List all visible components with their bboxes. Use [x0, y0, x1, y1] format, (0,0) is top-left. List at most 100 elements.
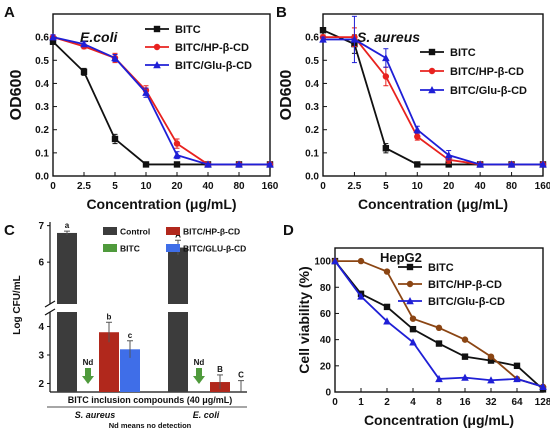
- legend-marker: [428, 67, 436, 75]
- y-axis-label: OD600: [8, 70, 25, 121]
- x-axis-label: Concentration (μg/mL): [364, 412, 514, 428]
- axis-break-mark: [44, 300, 56, 308]
- y-tick-label: 0.6: [35, 33, 49, 44]
- bar: [99, 332, 119, 392]
- data-point: [111, 53, 119, 62]
- nd-arrow: [82, 368, 94, 384]
- data-point: [445, 161, 452, 168]
- y-tick-label: 0.3: [35, 102, 49, 113]
- data-point: [357, 257, 365, 265]
- panel-title: S. aureus: [357, 29, 420, 45]
- data-point: [513, 374, 521, 383]
- legend-label: BITC: [175, 24, 201, 36]
- y-axis-label: OD600: [278, 70, 295, 121]
- data-point: [444, 151, 453, 159]
- data-point: [357, 292, 365, 300]
- bar: [57, 232, 77, 304]
- x-tick-label: 80: [506, 181, 518, 192]
- data-point: [383, 268, 391, 275]
- significance-letter: c: [128, 331, 133, 340]
- data-point: [331, 257, 339, 265]
- y-tick-label: 6: [38, 258, 44, 269]
- legend-label: BITC/GLU-β-CD: [183, 244, 246, 254]
- legend-swatch: [166, 244, 180, 252]
- group-label: S. aureus: [75, 410, 116, 420]
- data-point: [350, 35, 359, 43]
- plot-frame: [52, 13, 271, 177]
- legend-marker: [406, 297, 414, 305]
- significance-letter: b: [107, 312, 112, 321]
- data-point: [111, 135, 119, 143]
- x-tick-label: 16: [459, 397, 471, 408]
- bar: [57, 312, 77, 392]
- nd-label: Nd: [83, 358, 94, 367]
- legend-label: BITC/HP-β-CD: [175, 42, 249, 54]
- footnote: Nd means no detection: [109, 421, 192, 430]
- y-tick-label: 0.5: [35, 56, 49, 67]
- x-tick-label: 20: [171, 181, 183, 192]
- data-point: [235, 160, 243, 168]
- y-tick-label: 4: [38, 322, 44, 333]
- panel-label: D: [283, 222, 294, 239]
- x-axis-label: Concentration (μg/mL): [358, 196, 508, 212]
- legend-marker: [428, 86, 436, 94]
- data-point: [435, 374, 443, 383]
- data-point: [383, 317, 391, 325]
- data-point: [414, 133, 421, 140]
- x-tick-label: 40: [475, 181, 487, 192]
- panel-label: B: [276, 4, 287, 21]
- legend-label: BITC/HP-β-CD: [428, 279, 502, 291]
- data-point: [173, 151, 181, 159]
- legend-marker: [153, 43, 161, 51]
- data-point: [461, 353, 469, 360]
- data-point: [413, 125, 422, 133]
- bar: [168, 312, 188, 392]
- x-tick-label: 20: [443, 181, 455, 192]
- y-tick-label: 7: [38, 221, 44, 232]
- data-point: [319, 35, 327, 43]
- legend-label: BITC/Glu-β-CD: [175, 60, 252, 72]
- data-point: [173, 140, 181, 147]
- data-point: [507, 160, 516, 168]
- data-point: [409, 315, 417, 322]
- data-point: [204, 160, 212, 168]
- data-point: [142, 161, 150, 168]
- x-tick-label: 64: [511, 397, 523, 408]
- x-tick-label: 128: [535, 397, 550, 408]
- panel-title: HepG2: [380, 250, 422, 265]
- data-point: [383, 303, 391, 311]
- data-point: [382, 145, 390, 152]
- x-tick-label: 5: [383, 181, 389, 192]
- data-point: [487, 353, 495, 360]
- x-tick-label: 1: [358, 397, 364, 408]
- y-tick-label: 0.2: [35, 125, 49, 136]
- y-tick-label: 0: [325, 388, 331, 399]
- x-tick-label: 2.5: [347, 181, 361, 192]
- bar: [168, 247, 188, 304]
- data-point: [80, 40, 88, 48]
- y-tick-label: 0.0: [305, 172, 319, 183]
- legend-label: BITC/Glu-β-CD: [450, 85, 527, 97]
- legend-label: Control: [120, 227, 150, 237]
- x-tick-label: 80: [233, 181, 245, 192]
- x-axis-label: Concentration (μg/mL): [86, 196, 236, 212]
- data-point: [382, 73, 390, 80]
- series-line: [323, 38, 543, 166]
- legend-marker: [153, 25, 161, 33]
- series-line: [52, 36, 270, 166]
- y-tick-label: 0.1: [305, 148, 319, 159]
- x-tick-label: 4: [410, 397, 416, 408]
- x-tick-label: 0: [332, 397, 338, 408]
- group-label: E. coli: [193, 410, 220, 420]
- data-point: [382, 53, 390, 62]
- x-tick-label: 2.5: [77, 181, 91, 192]
- x-tick-label: 40: [202, 181, 214, 192]
- y-tick-label: 100: [314, 257, 331, 268]
- data-point: [173, 161, 181, 168]
- x-tick-label: 160: [535, 181, 550, 192]
- data-point: [266, 160, 274, 168]
- series-line: [323, 36, 543, 166]
- x-tick-label: 10: [140, 181, 152, 192]
- y-tick-label: 2: [38, 379, 44, 390]
